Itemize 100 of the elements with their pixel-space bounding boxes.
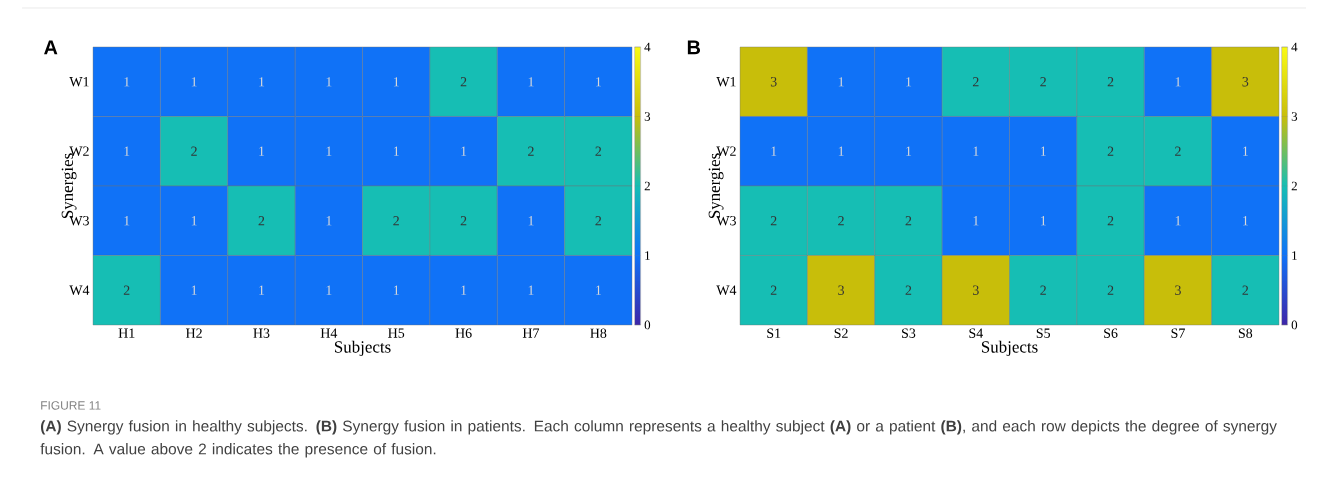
chart-title: B: [687, 40, 701, 55]
data-label: 3: [973, 285, 979, 295]
x-tick-label: H6: [455, 328, 472, 338]
x-tick-label: S4: [969, 328, 983, 338]
data-label: 1: [259, 77, 265, 87]
data-label: 1: [393, 285, 399, 295]
y-tick-label: W4: [69, 285, 90, 295]
y-tick-label: W3: [716, 216, 736, 226]
text: (A) Synergy fusion in healthy subjects. (B) Synergy fusion in patients. Each column represents a healthy subject (A) or a patient (B), and each row depicts the degree of synergy fusion. A value above 2 indicates the presence of fusion.: [40, 420, 1277, 458]
data-label: 1: [771, 146, 777, 156]
data-label: 1: [528, 216, 534, 226]
x-tick-label: H2: [185, 328, 202, 338]
data-label: 1: [973, 146, 979, 156]
data-label: 2: [972, 77, 979, 87]
y-tick-label: W1: [716, 77, 736, 87]
data-label: 2: [258, 216, 265, 226]
x-tick-label: S3: [902, 328, 916, 338]
data-label: 2: [1107, 77, 1114, 87]
data-label: 2: [460, 77, 467, 87]
data-label: 1: [259, 146, 265, 156]
y-tick-label: W4: [716, 285, 737, 295]
data-label: 1: [1243, 146, 1248, 156]
data-label: 1: [326, 285, 332, 295]
data-label: 3: [1175, 285, 1181, 295]
color-bar-label: 2: [1291, 181, 1297, 191]
chart-title: A: [44, 40, 58, 55]
data-label: 1: [1175, 77, 1181, 87]
data-label: 2: [838, 216, 844, 226]
color-bar-label: 3: [644, 112, 651, 121]
data-label: 3: [838, 285, 845, 295]
color-bar-label: 1: [1292, 251, 1297, 260]
data-label: 2: [595, 216, 602, 226]
x-tick-label: H1: [118, 328, 135, 338]
x-tick-label: H3: [253, 328, 270, 338]
data-label: 1: [461, 285, 467, 295]
data-label: 1: [393, 146, 399, 156]
data-label: 1: [596, 77, 601, 87]
data-label: 2: [905, 285, 912, 295]
data-label: 2: [1107, 285, 1114, 295]
data-label: 2: [1040, 285, 1046, 295]
data-label: 1: [1175, 216, 1181, 226]
data-label: 1: [326, 216, 332, 226]
data-label: 1: [1040, 146, 1046, 156]
color-bar-label: 0: [1291, 320, 1298, 330]
y-tick-label: W1: [69, 77, 89, 87]
data-label: 2: [460, 216, 467, 226]
x-tick-label: H4: [320, 328, 338, 338]
color-bar-label: 1: [645, 251, 650, 260]
data-label: 2: [528, 146, 534, 156]
data-label: 1: [528, 285, 534, 295]
data-label: 1: [1040, 216, 1046, 226]
color-bar-label: 4: [644, 42, 651, 52]
x-tick-label: H5: [388, 328, 405, 338]
x-axis-title: Subjects: [334, 340, 391, 357]
y-tick-label: W3: [69, 216, 89, 226]
x-tick-label: H7: [522, 328, 540, 338]
data-label: 1: [191, 77, 197, 87]
x-tick-label: S5: [1036, 328, 1051, 338]
data-label: 1: [326, 146, 332, 156]
data-label: 2: [770, 216, 777, 226]
data-label: 1: [191, 285, 197, 295]
data-label: 2: [1175, 146, 1181, 156]
data-label: 1: [838, 77, 844, 87]
x-tick-label: S2: [834, 328, 848, 338]
data-label: 1: [906, 77, 912, 87]
data-label: 2: [1040, 77, 1046, 87]
x-tick-label: S1: [767, 328, 781, 338]
data-label: 1: [124, 216, 130, 226]
data-label: 1: [326, 77, 332, 87]
data-label: 1: [393, 77, 399, 87]
data-label: 1: [973, 216, 979, 226]
data-label: 2: [1107, 146, 1114, 156]
data-label: 2: [1242, 285, 1249, 295]
data-label: 1: [124, 77, 130, 87]
color-bar-label: 4: [1291, 42, 1298, 52]
data-label: 2: [595, 146, 602, 156]
data-label: 1: [528, 77, 534, 87]
data-label: 1: [191, 216, 197, 226]
data-label: 3: [1242, 77, 1249, 87]
x-tick-label: S6: [1104, 328, 1118, 338]
x-axis-title: Subjects: [981, 340, 1038, 357]
x-tick-label: S8: [1238, 328, 1253, 338]
data-label: 3: [770, 77, 777, 87]
color-bar-label: 3: [1291, 112, 1298, 121]
data-label: 2: [905, 216, 912, 226]
x-tick-label: H8: [590, 328, 607, 338]
data-label: 2: [123, 285, 130, 295]
data-label: 1: [1243, 216, 1248, 226]
data-label: 2: [191, 146, 197, 156]
data-label: 1: [906, 146, 912, 156]
data-label: 2: [1107, 216, 1114, 226]
x-tick-label: S7: [1171, 328, 1185, 338]
color-bar-label: 2: [644, 181, 650, 191]
data-label: 1: [596, 285, 601, 295]
caption: FIGURE 11: [41, 401, 101, 410]
data-label: 1: [259, 285, 265, 295]
data-label: 1: [461, 146, 467, 156]
data-label: 2: [770, 285, 777, 295]
data-label: 1: [124, 146, 130, 156]
data-label: 2: [393, 216, 399, 226]
